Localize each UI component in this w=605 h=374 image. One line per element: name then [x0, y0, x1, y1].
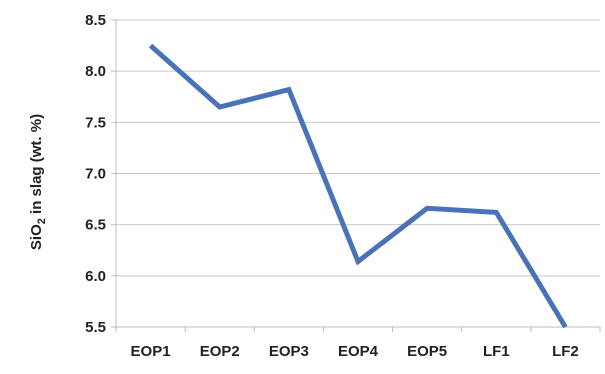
x-tick-label: LF2 — [552, 343, 579, 360]
x-tick-label: LF1 — [483, 343, 510, 360]
y-tick-label: 7.5 — [85, 114, 106, 131]
axes — [111, 19, 601, 332]
grid-lines — [116, 19, 600, 328]
x-tick-label: EOP3 — [269, 343, 309, 360]
y-tick-label: 7.0 — [85, 166, 106, 183]
x-tick-label: EOP5 — [407, 343, 447, 360]
y-tick-label: 6.5 — [85, 217, 106, 234]
y-tick-label: 8.5 — [85, 12, 106, 29]
series-line — [148, 43, 568, 329]
y-axis-title: SiO2 in slag (wt. %) — [28, 114, 48, 250]
y-tick-label: 5.5 — [85, 319, 106, 336]
x-tick-label: EOP1 — [131, 343, 171, 360]
x-tick-label: EOP4 — [338, 343, 379, 360]
y-tick-label: 8.0 — [85, 63, 106, 80]
y-tick-labels: 5.5 6.0 6.5 7.0 7.5 8.0 8.5 — [85, 12, 106, 336]
y-tick-label: 6.0 — [85, 268, 106, 285]
x-tick-label: EOP2 — [200, 343, 240, 360]
series-lines — [148, 43, 568, 329]
y-axis-title-rest: in slag (wt. %) — [28, 114, 45, 218]
x-tick-labels: EOP1 EOP2 EOP3 EOP4 EOP5 LF1 LF2 — [131, 343, 579, 360]
y-axis-title-subscript: 2 — [36, 218, 48, 224]
y-axis-title-main: SiO — [28, 224, 45, 250]
